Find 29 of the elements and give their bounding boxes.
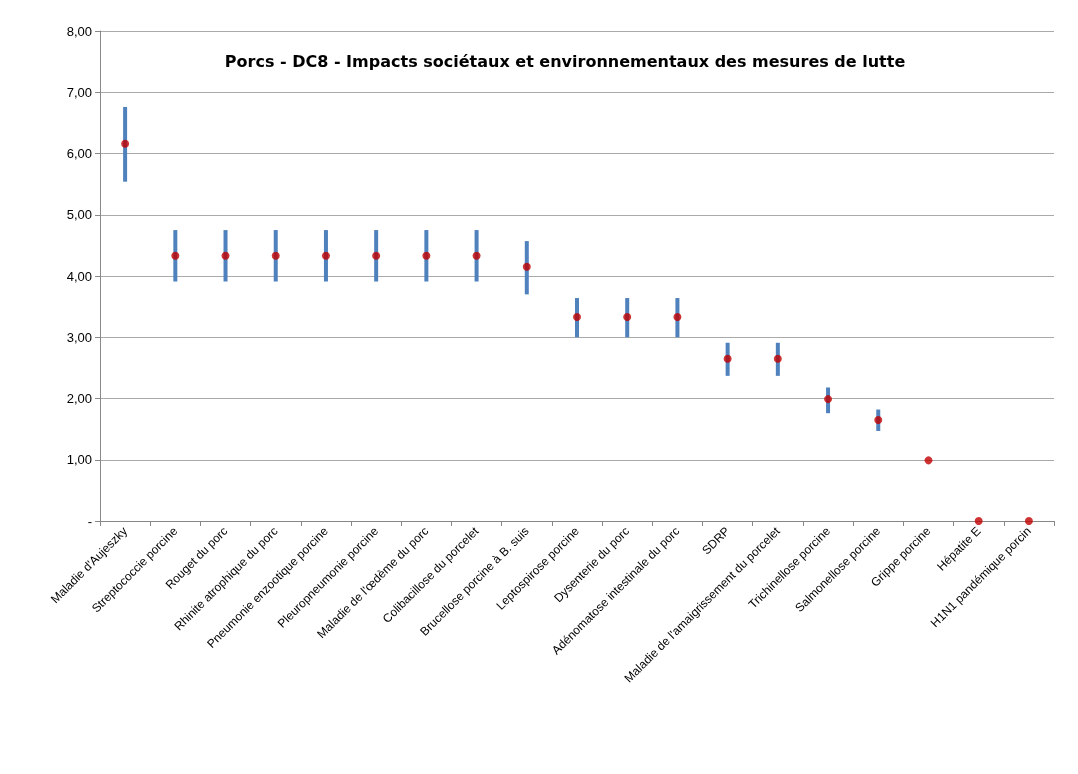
point bbox=[472, 251, 481, 260]
point bbox=[924, 456, 933, 465]
point bbox=[874, 415, 883, 424]
y-tick-label: 6,00 bbox=[66, 146, 92, 161]
point bbox=[573, 313, 581, 322]
y-tick-label: 2,00 bbox=[66, 391, 92, 406]
y-tick-label: 4,00 bbox=[66, 268, 92, 284]
point bbox=[1024, 517, 1033, 525]
point bbox=[623, 313, 632, 322]
point bbox=[221, 251, 230, 260]
point bbox=[773, 354, 782, 363]
y-tick-label: 5,00 bbox=[66, 207, 92, 223]
point bbox=[673, 313, 682, 322]
point bbox=[824, 395, 833, 404]
point bbox=[522, 262, 531, 271]
y-tick-label: - bbox=[87, 513, 92, 529]
y-tick-label: 7,00 bbox=[66, 84, 92, 100]
y-tick-label: 1,00 bbox=[66, 452, 92, 468]
point bbox=[271, 251, 280, 260]
point bbox=[321, 251, 330, 260]
point bbox=[422, 251, 431, 260]
point bbox=[171, 251, 180, 260]
point bbox=[723, 354, 732, 363]
y-tick-label: 8,00 bbox=[66, 23, 92, 39]
point bbox=[974, 517, 983, 525]
point bbox=[121, 139, 130, 148]
text: Porcs - DC8 - Impacts sociétaux et environnementaux des mesures de lutte bbox=[224, 51, 906, 71]
point bbox=[372, 251, 381, 260]
y-tick-label: 3,00 bbox=[66, 329, 92, 345]
